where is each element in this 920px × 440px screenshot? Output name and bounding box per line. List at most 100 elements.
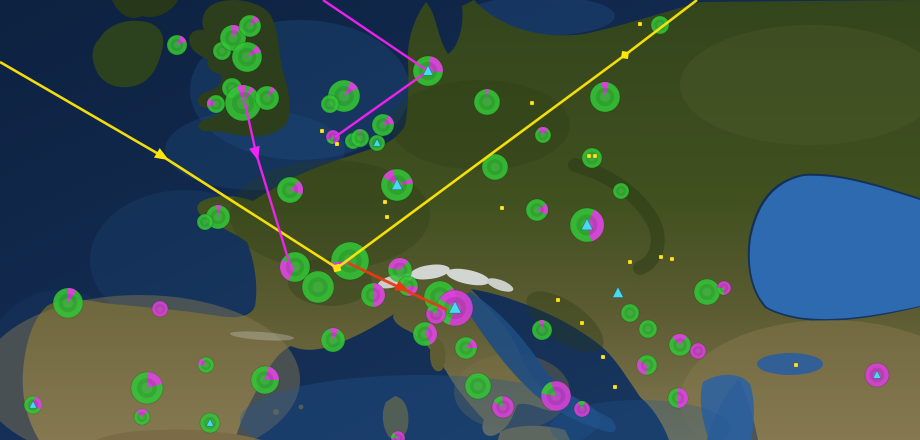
- pie-marker[interactable]: [525, 198, 549, 222]
- pie-marker[interactable]: [693, 278, 721, 306]
- waypoint-triangle-icon[interactable]: [612, 286, 624, 298]
- city-dot[interactable]: [555, 297, 561, 303]
- pie-marker[interactable]: [689, 342, 707, 360]
- waypoint-triangle-icon[interactable]: [872, 369, 882, 379]
- pie-marker[interactable]: [320, 327, 346, 353]
- waypoint-triangle-icon[interactable]: [580, 217, 594, 231]
- route-line[interactable]: [322, 0, 429, 72]
- waypoint-triangle-icon[interactable]: [448, 300, 462, 314]
- pie-shade: [459, 341, 473, 355]
- pie-marker[interactable]: [425, 303, 447, 325]
- pie-marker[interactable]: [320, 94, 340, 114]
- pie-marker[interactable]: [636, 354, 658, 376]
- route-line[interactable]: [334, 70, 429, 138]
- waypoint-triangle-icon[interactable]: [205, 418, 215, 427]
- pie-marker[interactable]: [301, 270, 335, 304]
- pie-marker[interactable]: [371, 113, 395, 137]
- city-dot[interactable]: [669, 256, 675, 262]
- city-dot[interactable]: [658, 254, 664, 260]
- route-yellow-east[interactable]: [336, 0, 698, 270]
- pie-marker[interactable]: [612, 182, 630, 200]
- pie-marker[interactable]: [667, 387, 689, 409]
- waypoint-triangle-icon[interactable]: [422, 64, 434, 76]
- pie-marker[interactable]: [589, 81, 621, 113]
- pie-shade-inner: [533, 206, 541, 214]
- pie-marker[interactable]: [716, 280, 732, 296]
- route-line[interactable]: [0, 60, 338, 270]
- waypoint-triangle-icon[interactable]: [372, 138, 382, 147]
- pie-marker[interactable]: [454, 336, 478, 360]
- pie-marker[interactable]: [276, 176, 304, 204]
- pie-marker[interactable]: [196, 213, 214, 231]
- pie-marker[interactable]: [412, 321, 438, 347]
- pie-marker[interactable]: [481, 153, 509, 181]
- route-line[interactable]: [336, 0, 698, 270]
- city-dot[interactable]: [637, 21, 643, 27]
- pie-marker[interactable]: [360, 282, 386, 308]
- pie-marker[interactable]: [668, 333, 692, 357]
- pie-marker[interactable]: [540, 380, 572, 412]
- city-dot[interactable]: [600, 354, 606, 360]
- route-magenta-north[interactable]: [322, 0, 429, 72]
- pie-marker[interactable]: [473, 88, 501, 116]
- route-magenta-london[interactable]: [243, 102, 292, 266]
- pie-marker[interactable]: [231, 41, 263, 73]
- city-dot[interactable]: [529, 100, 535, 106]
- pie-wedge-green: [717, 288, 724, 295]
- route-magenta-south[interactable]: [334, 70, 429, 138]
- waypoint-triangle-icon[interactable]: [28, 400, 38, 409]
- pie-marker[interactable]: [491, 395, 515, 419]
- pie-marker[interactable]: [387, 257, 413, 283]
- pie-shade: [325, 332, 341, 348]
- route-red[interactable]: [347, 261, 448, 312]
- city-dot[interactable]: [586, 153, 592, 159]
- pie-marker[interactable]: [531, 319, 553, 341]
- pie-marker[interactable]: [638, 319, 658, 339]
- pie-marker[interactable]: [325, 129, 341, 145]
- pie-base: [196, 213, 214, 231]
- city-dot[interactable]: [382, 199, 388, 205]
- city-dot[interactable]: [793, 362, 799, 368]
- city-dot[interactable]: [592, 153, 598, 159]
- pie-marker[interactable]: [254, 85, 280, 111]
- pie-shade: [393, 433, 403, 440]
- city-dot[interactable]: [384, 214, 390, 220]
- pie-wedge-magenta: [466, 338, 477, 348]
- pie-marker[interactable]: [250, 365, 280, 395]
- waypoint-triangle-icon[interactable]: [390, 178, 404, 190]
- city-dot[interactable]: [627, 259, 633, 265]
- city-dot[interactable]: [612, 384, 618, 390]
- pie-marker[interactable]: [650, 15, 670, 35]
- city-dot[interactable]: [579, 320, 585, 326]
- city-dot[interactable]: [334, 141, 340, 147]
- pie-marker[interactable]: [206, 94, 226, 114]
- pie-marker[interactable]: [130, 371, 164, 405]
- city-dot[interactable]: [319, 128, 325, 134]
- pie-marker[interactable]: [224, 84, 262, 122]
- pie-marker[interactable]: [151, 300, 169, 318]
- pie-shade-inner: [499, 403, 507, 411]
- pie-marker[interactable]: [166, 34, 188, 56]
- city-dot[interactable]: [499, 205, 505, 211]
- pie-shade: [328, 132, 338, 142]
- pie-marker[interactable]: [197, 356, 215, 374]
- pie-marker[interactable]: [581, 147, 603, 169]
- pie-marker[interactable]: [238, 14, 262, 38]
- pie-wedge-magenta: [198, 358, 206, 365]
- pie-marker[interactable]: [573, 400, 591, 418]
- pie-shade-inner: [462, 344, 470, 352]
- pie-marker[interactable]: [52, 287, 84, 319]
- pie-shade-inner: [379, 121, 387, 129]
- pie-marker[interactable]: [133, 408, 151, 426]
- pie-wedge-magenta: [280, 259, 295, 281]
- pie-marker[interactable]: [390, 430, 406, 440]
- pie-marker[interactable]: [464, 372, 492, 400]
- pie-marker[interactable]: [350, 128, 370, 148]
- route-yellow-west[interactable]: [0, 60, 342, 273]
- pie-marker[interactable]: [620, 303, 640, 323]
- pie-wedge-green: [493, 396, 503, 407]
- pie-marker[interactable]: [279, 251, 311, 283]
- pie-marker[interactable]: [534, 126, 552, 144]
- pie-wedge-green: [326, 137, 333, 144]
